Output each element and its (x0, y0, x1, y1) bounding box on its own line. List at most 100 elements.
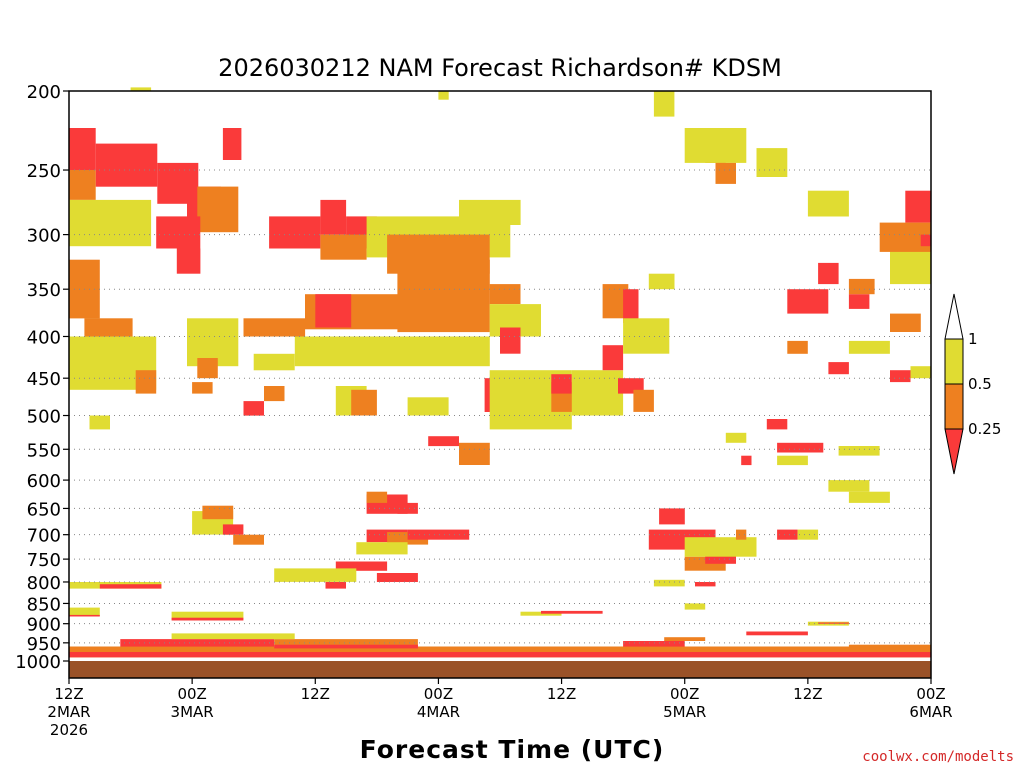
ri-cell-orange (69, 646, 931, 652)
ri-cell-yellow (171, 611, 244, 620)
ri-cell-orange (787, 340, 808, 354)
ri-cell-red (818, 262, 839, 285)
y-tick-label: 200 (27, 82, 61, 103)
ri-cell-red (623, 641, 685, 647)
ri-cell-red (69, 652, 931, 658)
y-tick-label: 450 (27, 369, 61, 390)
ri-cell-red (176, 248, 201, 274)
y-tick-label: 950 (27, 634, 61, 655)
y-tick-label: 650 (27, 499, 61, 520)
ri-cell-orange (848, 278, 875, 295)
ri-cell-yellow (130, 87, 152, 91)
color-legend: 1 0.5 0.25 (944, 293, 1001, 475)
legend-swatch-orange (944, 383, 964, 430)
ri-cell-red (315, 294, 352, 328)
ri-cell-yellow (253, 353, 295, 371)
y-axis-ticks: 200 250 300 350 400 450 500 550 600 650 700 7508008… (15, 82, 69, 673)
ri-cell-red (99, 584, 162, 589)
y-tick-label: 900 (27, 615, 61, 636)
ri-cell-yellow (848, 340, 890, 354)
ri-cell-yellow (69, 607, 100, 616)
x-tick-label: 00Z (916, 685, 945, 703)
ri-cell-orange (633, 389, 654, 412)
ri-cell-yellow (684, 128, 747, 163)
ri-cell-orange (264, 386, 285, 402)
ri-cell-yellow (797, 529, 819, 540)
legend-swatch-above-1 (944, 293, 964, 340)
ri-cell-red (274, 644, 418, 649)
x-tick-label: 00Z (177, 685, 206, 703)
ri-cell-orange (233, 534, 264, 545)
y-tick-label: 1000 (15, 652, 61, 673)
legend-label: 0.5 (968, 375, 992, 393)
x-tick-label: 12Z (793, 685, 822, 703)
ri-cell-yellow (69, 199, 152, 247)
ri-cell-orange (243, 318, 306, 337)
y-tick-label: 850 (27, 594, 61, 615)
ri-cell-red (320, 199, 347, 235)
legend-swatch-red (944, 428, 964, 475)
ri-cell-orange (197, 186, 239, 233)
ri-cell-orange (197, 358, 218, 379)
x-axis-label: Forecast Time (UTC) (360, 735, 665, 764)
ri-cell-orange (848, 644, 931, 649)
ri-cell-orange (202, 505, 234, 520)
ri-cell-red (695, 582, 716, 587)
ri-cell-red (120, 639, 275, 647)
ri-cell-red (222, 128, 242, 160)
ri-cell-yellow (910, 366, 931, 379)
x-tick-label: 00Z (670, 685, 699, 703)
ri-cell-red (818, 622, 849, 624)
ri-cell-orange (274, 639, 418, 647)
y-tick-label: 750 (27, 550, 61, 571)
ri-cell-yellow (623, 318, 670, 354)
ri-cell-red (243, 401, 264, 416)
chart-title: 2026030212 NAM Forecast Richardson# KDSM (218, 54, 782, 82)
ri-cell-orange (69, 170, 96, 200)
ri-cell-red (222, 524, 244, 535)
ri-cell-orange (366, 491, 388, 503)
ri-cell-yellow (838, 446, 880, 456)
x-tick-label: 2026 (50, 721, 88, 739)
ri-cell-yellow (684, 537, 757, 557)
ri-cell-yellow (890, 246, 931, 285)
ri-cell-red (69, 614, 100, 617)
ri-cell-yellow (777, 455, 808, 466)
ri-cell-red (171, 617, 244, 621)
x-tick-label: 6MAR (909, 703, 952, 721)
y-tick-label: 300 (27, 226, 61, 247)
ri-cell-orange (489, 284, 521, 305)
ri-cell-red (618, 378, 644, 394)
ri-cell-red (920, 234, 931, 247)
ri-cell-yellow (171, 633, 295, 640)
ri-cell-red (69, 128, 96, 171)
ri-cell-orange (135, 370, 157, 394)
x-tick-label: 12Z (54, 685, 83, 703)
ri-cell-red (269, 216, 321, 249)
ri-cell-red (623, 289, 639, 323)
ri-cell-orange (351, 389, 377, 416)
ri-cell-yellow (648, 273, 675, 290)
credit-text[interactable]: coolwx.com/modelts (862, 749, 1014, 765)
ri-cell-yellow (438, 91, 449, 100)
ri-cell-yellow (89, 415, 110, 430)
plot-frame (68, 90, 932, 679)
ri-cell-orange (736, 529, 747, 540)
ri-cell-yellow (407, 397, 449, 416)
y-tick-label: 400 (27, 327, 61, 348)
ri-cell-yellow (848, 491, 890, 503)
ri-cell-yellow (274, 568, 357, 582)
y-tick-label: 700 (27, 526, 61, 547)
ri-cell-red (335, 561, 388, 571)
ri-cell-red (848, 294, 870, 309)
legend-swatch-yellow (944, 338, 964, 385)
x-tick-label: 2MAR (47, 703, 90, 721)
ri-cell-red (766, 419, 788, 430)
ri-cell-red (551, 374, 572, 394)
legend-label: 0.25 (968, 420, 1001, 438)
ri-cell-yellow (294, 336, 490, 367)
ri-cell-red (746, 631, 808, 636)
y-tick-label: 250 (27, 161, 61, 182)
